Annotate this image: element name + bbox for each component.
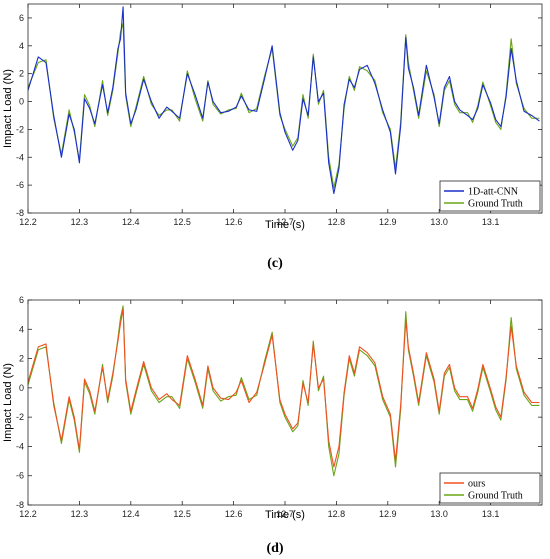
y-tick-label: -6 xyxy=(16,180,24,190)
y-tick-label: 2 xyxy=(19,69,24,79)
x-axis-label: Time (s) xyxy=(265,509,305,521)
x-tick-label: 12.2 xyxy=(19,509,37,519)
series-line-ground-truth xyxy=(28,22,540,189)
x-tick-label: 12.9 xyxy=(379,509,397,519)
y-tick-label: 0 xyxy=(19,97,24,107)
y-tick-label: -8 xyxy=(16,208,24,218)
legend-entry: ours xyxy=(468,479,485,490)
series-line-ground-truth xyxy=(28,305,540,477)
x-tick-label: 12.6 xyxy=(225,217,243,227)
y-tick-label: 4 xyxy=(19,324,24,334)
y-axis-label: Impact Load (N) xyxy=(2,69,14,148)
y-tick-label: 6 xyxy=(19,13,24,23)
panel-label: (c) xyxy=(267,256,283,271)
x-tick-label: 12.7 xyxy=(276,509,294,519)
series-line-1d-att-cnn xyxy=(28,6,540,195)
chart-panel-0: 12.2 12.3 12.4 12.5 12.6 12.7 12.8 12.9 13.0 13.1… xyxy=(2,3,543,271)
x-tick-label: 12.8 xyxy=(328,509,346,519)
y-tick-label: 6 xyxy=(19,295,24,305)
panel-label: (d) xyxy=(266,541,283,556)
x-tick-label: 13.1 xyxy=(482,509,500,519)
x-axis-label: Time (s) xyxy=(265,219,305,231)
x-tick-label: 12.5 xyxy=(173,509,191,519)
legend-box xyxy=(439,472,541,504)
x-tick-label: 13.1 xyxy=(482,217,500,227)
legend-entry: Ground Truth xyxy=(468,199,523,210)
x-tick-label: 12.4 xyxy=(122,509,140,519)
x-tick-label: 12.3 xyxy=(71,509,89,519)
chart-panel-1: 12.2 12.3 12.4 12.5 12.6 12.7 12.8 12.9 13.0 13.1… xyxy=(2,295,543,556)
y-tick-label: -2 xyxy=(16,124,24,134)
x-tick-label: 12.4 xyxy=(122,217,140,227)
x-tick-label: 12.9 xyxy=(379,217,397,227)
y-tick-label: -8 xyxy=(16,500,24,510)
y-tick-label: 0 xyxy=(19,383,24,393)
y-tick-label: -6 xyxy=(16,471,24,481)
x-tick-label: 12.6 xyxy=(225,509,243,519)
series-line-ours xyxy=(28,308,540,468)
y-tick-label: -4 xyxy=(16,441,24,451)
y-axis-label: Impact Load (N) xyxy=(2,363,14,442)
x-tick-label: 12.2 xyxy=(19,217,37,227)
y-tick-label: 2 xyxy=(19,354,24,364)
x-tick-label: 12.7 xyxy=(276,217,294,227)
y-tick-label: -4 xyxy=(16,152,24,162)
x-tick-label: 12.5 xyxy=(173,217,191,227)
legend-entry: Ground Truth xyxy=(468,491,523,502)
y-tick-label: -2 xyxy=(16,412,24,422)
x-tick-label: 13.0 xyxy=(430,217,448,227)
x-tick-label: 13.0 xyxy=(430,509,448,519)
y-tick-label: 4 xyxy=(19,41,24,51)
x-tick-label: 12.8 xyxy=(328,217,346,227)
x-tick-label: 12.3 xyxy=(71,217,89,227)
legend-box xyxy=(439,180,541,212)
legend-entry: 1D-att-CNN xyxy=(468,187,518,198)
